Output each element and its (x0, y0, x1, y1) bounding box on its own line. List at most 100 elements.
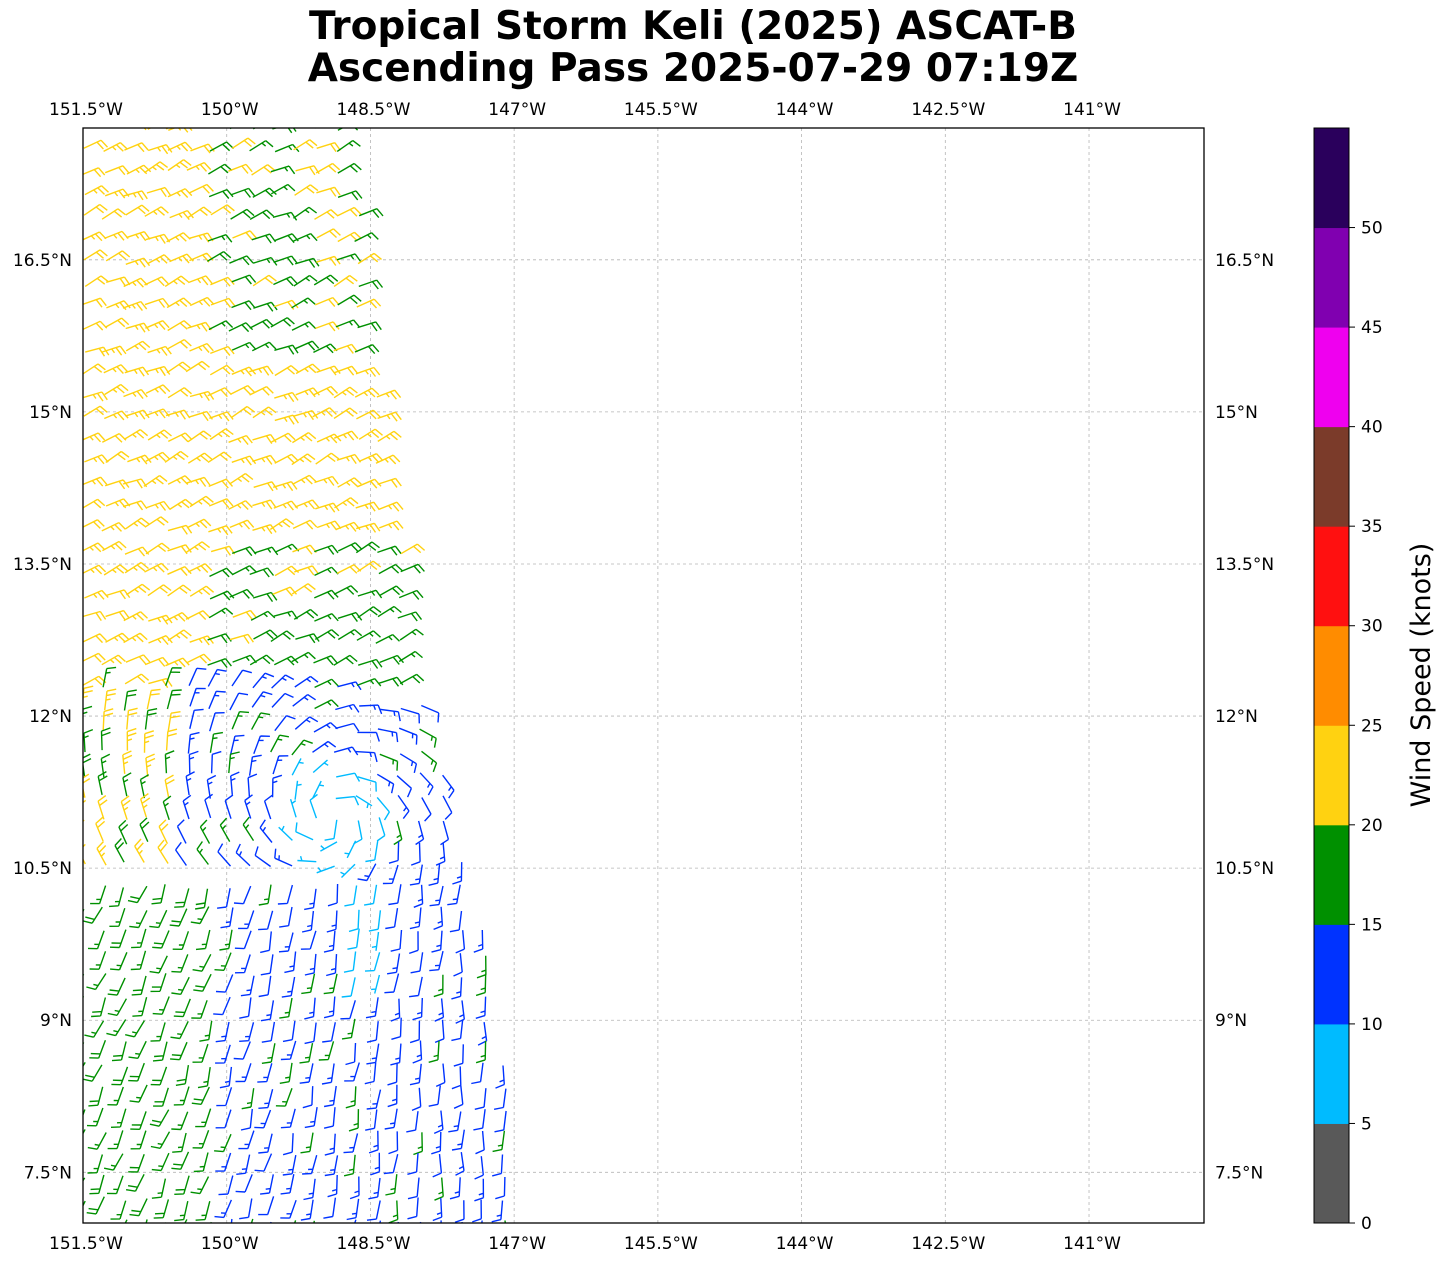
wind-barb (162, 795, 172, 821)
wind-barb (344, 1062, 360, 1082)
wind-barb (271, 774, 283, 798)
wind-barb (150, 1022, 166, 1042)
wind-barb (475, 1040, 487, 1064)
wind-barb (123, 429, 149, 440)
wind-barb (295, 257, 320, 268)
lon-label-top: 148.5°W (336, 100, 410, 120)
wind-barb (365, 997, 379, 1019)
wind-barb (377, 605, 402, 618)
wind-barb (336, 772, 361, 782)
wind-barb (345, 1042, 357, 1066)
wind-barb (172, 1132, 187, 1153)
wind-barb (229, 255, 254, 266)
wind-barb (301, 910, 315, 933)
wind-barb (209, 567, 234, 578)
wind-barb (229, 588, 255, 599)
wind-barb (207, 234, 233, 243)
wind-barb (210, 276, 235, 287)
wind-barb (254, 1153, 273, 1172)
wind-barb (491, 1200, 504, 1223)
lon-label-top: 145.5°W (624, 100, 698, 120)
wind-barb (302, 1155, 318, 1175)
wind-barb (316, 255, 341, 266)
wind-barb (301, 973, 316, 995)
wind-barb (435, 1063, 446, 1088)
wind-barb (145, 408, 170, 419)
wind-barb (126, 727, 137, 751)
wind-barb (428, 864, 441, 886)
wind-barb (185, 771, 195, 796)
wind-barb (124, 561, 149, 574)
wind-barb (315, 452, 340, 465)
wind-barb (217, 888, 231, 909)
wind-barb (385, 907, 399, 930)
wind-barb (358, 428, 383, 440)
wind-barb (170, 1020, 189, 1040)
wind-barb (105, 128, 107, 129)
wind-barb (379, 501, 404, 512)
wind-barb (251, 341, 277, 352)
wind-barb (189, 708, 204, 729)
wind-barb (258, 1133, 273, 1154)
wind-barb (83, 476, 108, 487)
wind-barb (433, 1110, 444, 1135)
wind-barb (232, 230, 257, 241)
wind-barb (252, 591, 278, 603)
wind-barb (434, 1177, 444, 1201)
wind-barb (194, 888, 209, 910)
wind-barb (355, 750, 378, 763)
wind-barb (185, 476, 211, 487)
wind-barb (185, 610, 211, 620)
wind-barb (100, 727, 111, 751)
wind-barb (206, 250, 232, 262)
lon-label-bottom: 142.5°W (911, 1234, 985, 1254)
wind-barb (186, 518, 212, 529)
wind-barb (258, 1089, 274, 1109)
wind-barb (144, 708, 158, 730)
wind-barb (291, 297, 316, 309)
wind-barb (333, 430, 359, 441)
wind-barb (390, 998, 401, 1022)
wind-barb (164, 275, 189, 287)
wind-barb (495, 1065, 505, 1089)
wind-barb (354, 387, 380, 398)
colorbar-tick-label: 30 (1361, 617, 1383, 637)
wind-barb (149, 1109, 170, 1127)
wind-barb (280, 1108, 296, 1129)
wind-barb (294, 499, 320, 510)
wind-barb (314, 475, 339, 486)
wind-barb (144, 562, 169, 573)
wind-barb (109, 929, 127, 949)
wind-barb (321, 1223, 336, 1242)
lon-label-bottom: 151.5°W (49, 1234, 123, 1254)
colorbar-bin (1314, 725, 1349, 826)
wind-barb (230, 384, 255, 395)
wind-barb (383, 1154, 399, 1175)
wind-barb (239, 997, 252, 1019)
wind-barb (204, 793, 214, 819)
wind-barb (323, 1107, 336, 1129)
wind-barb (377, 545, 402, 556)
wind-barb (128, 1153, 145, 1173)
wind-barb (89, 1174, 105, 1195)
wind-barb (324, 819, 338, 841)
wind-barb (292, 544, 317, 555)
wind-barb (318, 1041, 335, 1061)
wind-barb (231, 455, 257, 466)
wind-barb (481, 1220, 483, 1223)
wind-barb (398, 727, 418, 745)
wind-barb (419, 1221, 422, 1223)
wind-barb (275, 1088, 293, 1107)
wind-barb (451, 1066, 462, 1090)
wind-barb (269, 518, 295, 530)
wind-barb (320, 841, 338, 852)
wind-barb (316, 228, 341, 239)
wind-barb (167, 432, 193, 443)
wind-barb (157, 839, 169, 864)
wind-barb (316, 865, 335, 874)
wind-barb (356, 522, 381, 533)
wind-barb (87, 1154, 104, 1174)
wind-barb (358, 453, 384, 463)
wind-barb (432, 1198, 443, 1222)
wind-barb (273, 299, 299, 310)
